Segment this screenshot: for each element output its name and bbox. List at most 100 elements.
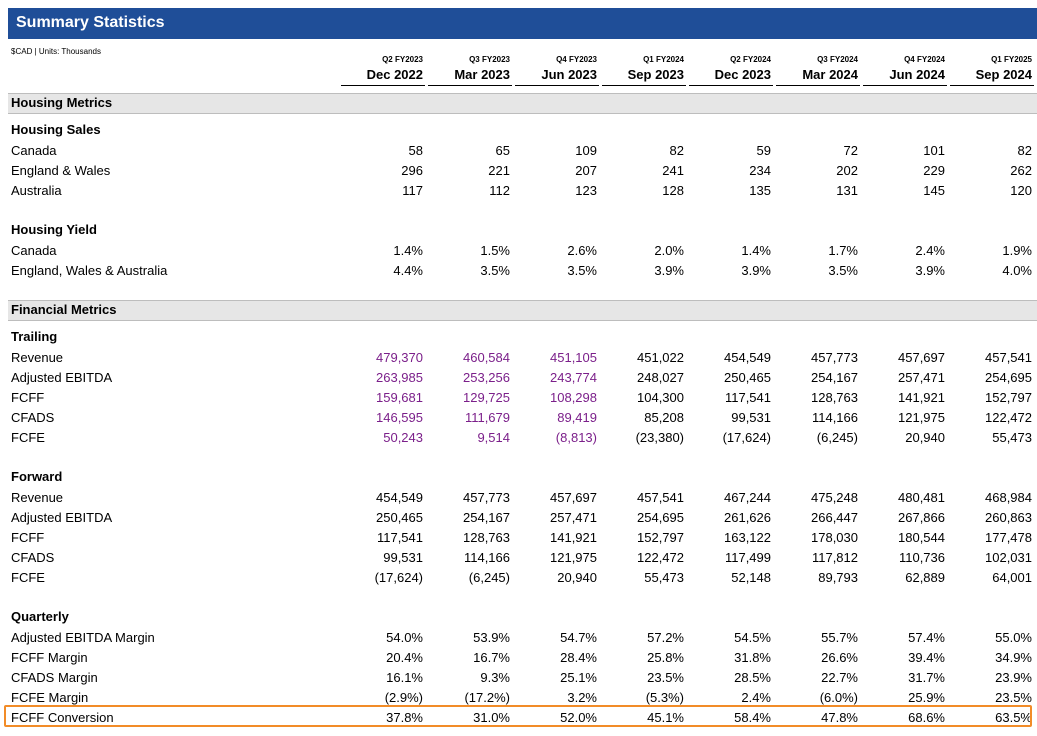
table-cell: 20,940 (557, 570, 597, 585)
subsection-quarterly: Quarterly (11, 609, 69, 624)
table-cell: 460,584 (463, 350, 510, 365)
table-cell: 55.7% (821, 630, 858, 645)
table-cell: 121,975 (550, 550, 597, 565)
table-cell: 89,793 (818, 570, 858, 585)
row-label: FCFE Margin (11, 690, 89, 705)
row-label: FCFF (11, 390, 45, 405)
table-cell: 202 (836, 163, 858, 178)
table-cell: 122,472 (637, 550, 684, 565)
table-row: FCFF Margin 20.4% 16.7% 28.4% 25.8% 31.8% 26.6… (0, 647, 1037, 667)
table-cell: 163,122 (724, 530, 771, 545)
row-label: Adjusted EBITDA (11, 370, 113, 385)
table-cell: 131 (836, 183, 858, 198)
table-cell: 20.4% (386, 650, 423, 665)
table-cell: (8,813) (555, 430, 597, 445)
table-cell: 177,478 (985, 530, 1032, 545)
table-cell: (17,624) (374, 570, 423, 585)
header-underline (863, 85, 947, 86)
table-row: FCFF Conversion 37.8% 31.0% 52.0% 45.1% 58.4%… (0, 707, 1037, 727)
table-cell: 146,595 (376, 410, 423, 425)
table-cell: 3.9% (654, 263, 684, 278)
table-cell: 52.0% (560, 710, 597, 725)
table-cell: 22.7% (821, 670, 858, 685)
table-cell: 128,763 (811, 390, 858, 405)
table-cell: 57.2% (647, 630, 684, 645)
table-cell: 457,697 (898, 350, 945, 365)
table-cell: 145 (923, 183, 945, 198)
table-cell: 254,695 (637, 510, 684, 525)
table-cell: 159,681 (376, 390, 423, 405)
row-label: FCFF Margin (11, 650, 88, 665)
table-row: FCFF 159,681 129,725 108,298 104,300 117,541 1… (0, 387, 1037, 407)
table-cell: 3.5% (480, 263, 510, 278)
column-date: Dec 2023 (714, 67, 771, 82)
table-cell: 102,031 (985, 550, 1032, 565)
table-cell: 457,697 (550, 490, 597, 505)
page-title: Summary Statistics (16, 14, 165, 31)
table-cell: 3.9% (915, 263, 945, 278)
table-cell: 457,541 (985, 350, 1032, 365)
table-cell: 3.5% (567, 263, 597, 278)
table-row: CFADS 146,595 111,679 89,419 85,208 99,531 114… (0, 407, 1037, 427)
table-cell: 178,030 (811, 530, 858, 545)
column-quarter: Q4 FY2024 (904, 55, 945, 64)
table-cell: 104,300 (637, 390, 684, 405)
row-label: FCFE (11, 570, 45, 585)
column-date: Jun 2023 (541, 67, 597, 82)
column-quarter: Q1 FY2024 (643, 55, 684, 64)
table-cell: 55,473 (992, 430, 1032, 445)
table-cell: 34.9% (995, 650, 1032, 665)
table-cell: 109 (575, 143, 597, 158)
table-cell: 141,921 (550, 530, 597, 545)
column-quarter: Q3 FY2023 (469, 55, 510, 64)
header-underline (689, 85, 773, 86)
table-cell: 28.5% (734, 670, 771, 685)
table-cell: 2.0% (654, 243, 684, 258)
table-cell: 57.4% (908, 630, 945, 645)
table-cell: 112 (489, 183, 510, 198)
table-cell: 254,167 (811, 370, 858, 385)
table-cell: 82 (669, 143, 684, 158)
table-cell: 9,514 (477, 430, 510, 445)
section-housing-metrics: Housing Metrics (8, 93, 1037, 114)
table-cell: 475,248 (811, 490, 858, 505)
table-cell: 128,763 (463, 530, 510, 545)
units-note: $CAD | Units: Thousands (11, 47, 101, 56)
table-cell: 267,866 (898, 510, 945, 525)
table-cell: 68.6% (908, 710, 945, 725)
table-cell: 468,984 (985, 490, 1032, 505)
table-cell: 479,370 (376, 350, 423, 365)
table-cell: 54.5% (734, 630, 771, 645)
table-cell: 23.9% (995, 670, 1032, 685)
table-cell: 39.4% (908, 650, 945, 665)
table-cell: 2.4% (741, 690, 771, 705)
table-cell: 152,797 (985, 390, 1032, 405)
table-cell: 114,166 (811, 410, 858, 425)
subsection-forward: Forward (11, 469, 63, 484)
table-cell: 117,541 (376, 530, 423, 545)
table-cell: 248,027 (637, 370, 684, 385)
table-cell: (2.9%) (384, 690, 423, 705)
table-cell: 122,472 (985, 410, 1032, 425)
table-cell: 457,541 (637, 490, 684, 505)
table-cell: 9.3% (480, 670, 510, 685)
table-cell: 257,471 (898, 370, 945, 385)
table-cell: 1.4% (393, 243, 423, 258)
table-cell: 262 (1010, 163, 1032, 178)
column-date: Sep 2023 (627, 67, 684, 82)
table-cell: 25.8% (647, 650, 684, 665)
table-cell: 1.7% (828, 243, 858, 258)
table-row: Adjusted EBITDA 263,985 253,256 243,774 248,… (0, 367, 1037, 387)
table-cell: 1.4% (741, 243, 771, 258)
column-date: Jun 2024 (889, 67, 945, 82)
table-cell: 123 (575, 183, 597, 198)
column-quarter: Q3 FY2024 (817, 55, 858, 64)
table-cell: 261,626 (724, 510, 771, 525)
table-row: Revenue 479,370 460,584 451,105 451,022 454,5… (0, 347, 1037, 367)
row-label: FCFE (11, 430, 45, 445)
table-cell: 99,531 (731, 410, 771, 425)
table-cell: 55,473 (644, 570, 684, 585)
row-label: CFADS (11, 410, 55, 425)
table-cell: 263,985 (376, 370, 423, 385)
table-cell: 20,940 (905, 430, 945, 445)
